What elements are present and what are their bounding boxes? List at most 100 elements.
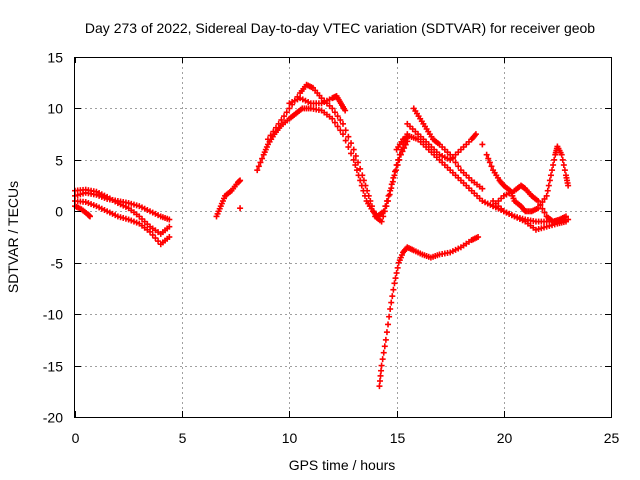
data-point [550, 162, 557, 168]
data-point [381, 343, 388, 350]
data-point [340, 120, 346, 127]
data-point [394, 162, 401, 168]
data-point [166, 234, 173, 240]
data-point [386, 313, 393, 320]
data-point [152, 235, 159, 242]
data-point [255, 163, 262, 170]
data-point [368, 203, 375, 210]
y-axis-label: SDTVAR / TECUs [5, 181, 21, 293]
data-point [352, 153, 359, 159]
data-point [402, 141, 409, 148]
data-point [367, 198, 374, 204]
data-point [342, 107, 349, 114]
data-point [166, 223, 173, 230]
data-point [342, 127, 349, 134]
data-point [472, 131, 479, 138]
data-point [383, 203, 390, 210]
data-point [377, 372, 384, 379]
data-point [337, 127, 344, 134]
data-point [362, 182, 369, 189]
data-point [391, 172, 398, 179]
data-point [485, 155, 492, 162]
data-point [562, 218, 569, 225]
x-tick-label: 20 [497, 430, 513, 446]
data-point [399, 148, 406, 155]
data-point [382, 336, 389, 343]
data-point [360, 177, 367, 184]
data-point [488, 163, 495, 170]
data-point [365, 192, 372, 199]
data-point [401, 145, 408, 152]
data-point [391, 280, 398, 287]
data-point [257, 159, 264, 166]
data-point [278, 117, 285, 123]
data-point [545, 182, 552, 189]
data-point [558, 151, 565, 158]
data-point [393, 167, 400, 174]
data-point [541, 209, 548, 216]
data-point [385, 198, 392, 204]
data-point [376, 378, 383, 384]
data-point [541, 195, 548, 202]
data-point [273, 124, 279, 131]
y-tick-label: 10 [47, 101, 63, 117]
data-point [455, 163, 462, 170]
data-point [562, 213, 569, 220]
data-point [359, 172, 366, 179]
axis-ticks [75, 57, 612, 418]
data-point [259, 155, 266, 162]
data-point [350, 146, 357, 153]
data-point [270, 128, 277, 135]
data-point [394, 264, 401, 271]
x-tick-label: 10 [282, 430, 298, 446]
data-point [348, 140, 355, 147]
data-point [452, 159, 459, 166]
y-tick-label: -5 [51, 256, 64, 272]
data-point [565, 182, 572, 189]
y-tick-label: 15 [47, 50, 63, 66]
data-point [348, 150, 355, 157]
data-point [388, 299, 395, 306]
data-point [331, 109, 338, 116]
y-tick-label: -15 [43, 359, 63, 375]
data-point [283, 109, 290, 116]
data-point [331, 119, 338, 126]
data-point [267, 132, 274, 139]
data-point [340, 131, 346, 138]
data-point [357, 165, 364, 172]
x-tick-label: 5 [179, 430, 187, 446]
data-point [264, 136, 271, 143]
data-point [337, 117, 344, 123]
y-tick-label: 5 [55, 153, 63, 169]
data-point [393, 270, 400, 276]
data-point [149, 231, 156, 238]
data-point [166, 216, 173, 223]
data-point [370, 208, 377, 215]
data-point [237, 177, 244, 184]
data-point [390, 286, 397, 293]
y-tick-label: -10 [43, 307, 63, 323]
data-point [483, 151, 490, 158]
data-point [334, 123, 341, 130]
data-point [147, 228, 154, 235]
x-tick-label: 15 [390, 430, 406, 446]
data-point [237, 205, 244, 212]
data-point [387, 306, 394, 312]
data-point [385, 192, 392, 199]
y-tick-label: 0 [55, 204, 63, 220]
x-tick-labels: 0 5 10 15 20 25 [72, 430, 620, 446]
y-tick-labels: 15 10 5 0 -5 -10 -15 -20 [43, 50, 63, 426]
data-point [560, 162, 567, 168]
plot-frame [74, 57, 612, 418]
data-point [376, 383, 383, 390]
data-point [329, 105, 336, 112]
data-point [396, 156, 403, 163]
data-point [378, 367, 385, 374]
data-point [350, 156, 357, 163]
data-point [549, 167, 556, 174]
data-point [479, 185, 486, 192]
data-point [345, 144, 352, 150]
x-axis-label: GPS time / hours [289, 457, 396, 473]
data-point [378, 362, 385, 369]
data-point [381, 208, 388, 215]
